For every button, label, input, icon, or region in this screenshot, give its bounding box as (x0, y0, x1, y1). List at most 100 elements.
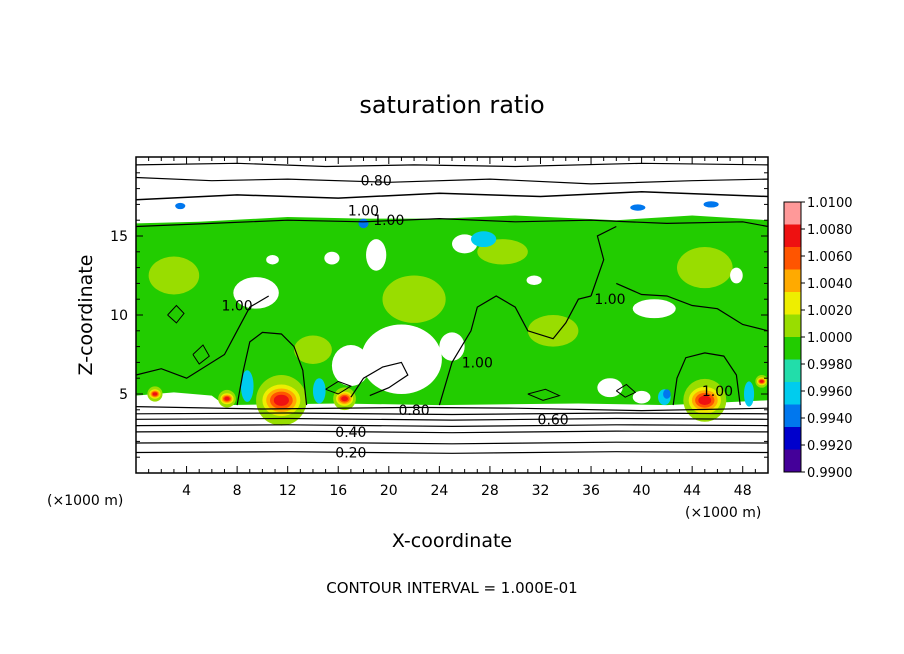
light-green-patch (148, 256, 200, 295)
colorbar-segment (784, 337, 801, 360)
colorbar-label: 0.9980 (807, 358, 853, 373)
blue-spot (358, 218, 369, 229)
contour-0.80-upper (135, 176, 769, 185)
contour-0.20 (135, 451, 769, 454)
x-tick-label: 48 (734, 483, 752, 499)
supersaturated-core (698, 395, 712, 406)
colorbar-segment (784, 224, 801, 248)
contour-label: 1.00 (702, 384, 733, 400)
x-tick-label: 40 (633, 483, 651, 499)
subsaturated-hole (632, 299, 676, 319)
contour-1.00-left (135, 295, 270, 379)
x-tick-label: 24 (430, 483, 448, 499)
subsaturated-hole (266, 254, 279, 265)
contour-small-loop (167, 304, 185, 324)
x-axis-label: X-coordinate (392, 530, 512, 552)
x-unit-right: (×1000 m) (685, 505, 761, 521)
colorbar-segment (784, 382, 801, 405)
contour-interval-note: CONTOUR INTERVAL = 1.000E-01 (326, 579, 577, 597)
colorbar-segment (784, 292, 801, 315)
supersaturated-core (152, 392, 158, 396)
contour-lines (135, 162, 769, 454)
plot-area: 0.801.001.001.00 1.001.001.000.800.600.40… (110, 156, 769, 499)
contour-0.30 (135, 441, 769, 445)
subsaturated-hole (233, 277, 279, 309)
y-tick-label: 15 (110, 229, 128, 245)
contour-0.50 (135, 424, 769, 428)
contour-label: 0.40 (335, 425, 366, 441)
colorbar-label: 1.0040 (807, 277, 853, 292)
blue-spot (630, 204, 646, 211)
x-tick-label: 28 (481, 483, 499, 499)
contour-label: 1.00 (348, 204, 379, 220)
blue-spot (175, 202, 186, 210)
contour-loop (350, 361, 409, 398)
supersaturated-core (273, 394, 289, 406)
contour-small-loop (192, 344, 210, 365)
colorbar-label: 1.0060 (807, 250, 853, 265)
x-tick-label: 32 (532, 483, 550, 499)
subsaturated-hole (366, 239, 387, 271)
x-tick-label: 44 (683, 483, 701, 499)
contour-small-loop (527, 388, 561, 401)
cloud-region (136, 215, 768, 406)
blue-spot (703, 201, 719, 208)
colorbar-segment (784, 427, 801, 450)
cyan-edge (240, 370, 254, 402)
colorbar-segment (784, 404, 801, 428)
contour-1.00-top (135, 217, 769, 228)
colorbar: 1.0100 1.0080 1.0060 1.0040 1.0020 1.0000 0.99… (783, 196, 853, 481)
subsaturated-hole (331, 345, 370, 387)
colorbar-label: 0.9940 (807, 412, 853, 427)
contour-1.00-right (616, 282, 769, 332)
colorbar-segment (784, 202, 801, 225)
blue-spot (663, 389, 671, 399)
contour-1.00-core (236, 331, 308, 406)
x-tick-label: 4 (182, 483, 191, 499)
colorbar-label: 0.9900 (807, 466, 853, 481)
colorbar-label: 1.0100 (807, 196, 853, 211)
x-tick-label: 20 (380, 483, 398, 499)
subsaturated-hole (526, 275, 542, 285)
contour-label: 1.00 (462, 355, 493, 371)
contour-0.40 (135, 430, 769, 434)
x-tick-label: 36 (582, 483, 600, 499)
colorbar-segment (784, 314, 801, 338)
contour-labels: 0.801.001.001.00 1.001.001.000.800.600.40… (222, 174, 733, 462)
contour-1.00-core-right (672, 352, 741, 406)
contour-0.60 (135, 417, 769, 421)
contour-label: 1.00 (373, 213, 404, 229)
contour-label: 0.80 (398, 403, 429, 419)
supersaturated-core (224, 396, 230, 401)
colorbar-label: 1.0000 (807, 331, 853, 346)
subsaturated-hole (632, 390, 651, 404)
light-green-patch (294, 335, 332, 364)
colorbar-label: 0.9920 (807, 439, 853, 454)
colorbar-label: 0.9960 (807, 385, 853, 400)
contour-label: 1.00 (222, 299, 253, 315)
chart-title: saturation ratio (359, 91, 544, 119)
contour-small-loop (616, 383, 637, 398)
x-unit-left: (×1000 m) (47, 493, 123, 509)
supersaturated-core (759, 379, 764, 383)
subsaturated-hole (324, 251, 340, 265)
subsaturated-hole (439, 332, 465, 361)
y-tick-label: 10 (110, 308, 128, 324)
y-axis-ticks: 5 10 15 (110, 172, 768, 458)
contour-label: 0.20 (335, 445, 366, 461)
contour-0.70 (135, 412, 769, 416)
supersaturated-core (341, 396, 348, 402)
cyan-edge (470, 231, 497, 248)
colorbar-segment (784, 247, 801, 270)
cyan-edge (743, 381, 755, 407)
subsaturated-hole (360, 324, 442, 394)
subsaturated-hole (452, 234, 478, 254)
x-axis-ticks: 4 8 12 16 20 24 28 32 36 40 44 48 (148, 157, 756, 499)
colorbar-label: 1.0080 (807, 223, 853, 238)
x-tick-label: 12 (279, 483, 297, 499)
contour-1.00-mid (438, 295, 592, 406)
y-tick-label: 5 (119, 387, 128, 403)
x-tick-label: 8 (233, 483, 242, 499)
saturation-field (136, 201, 768, 426)
